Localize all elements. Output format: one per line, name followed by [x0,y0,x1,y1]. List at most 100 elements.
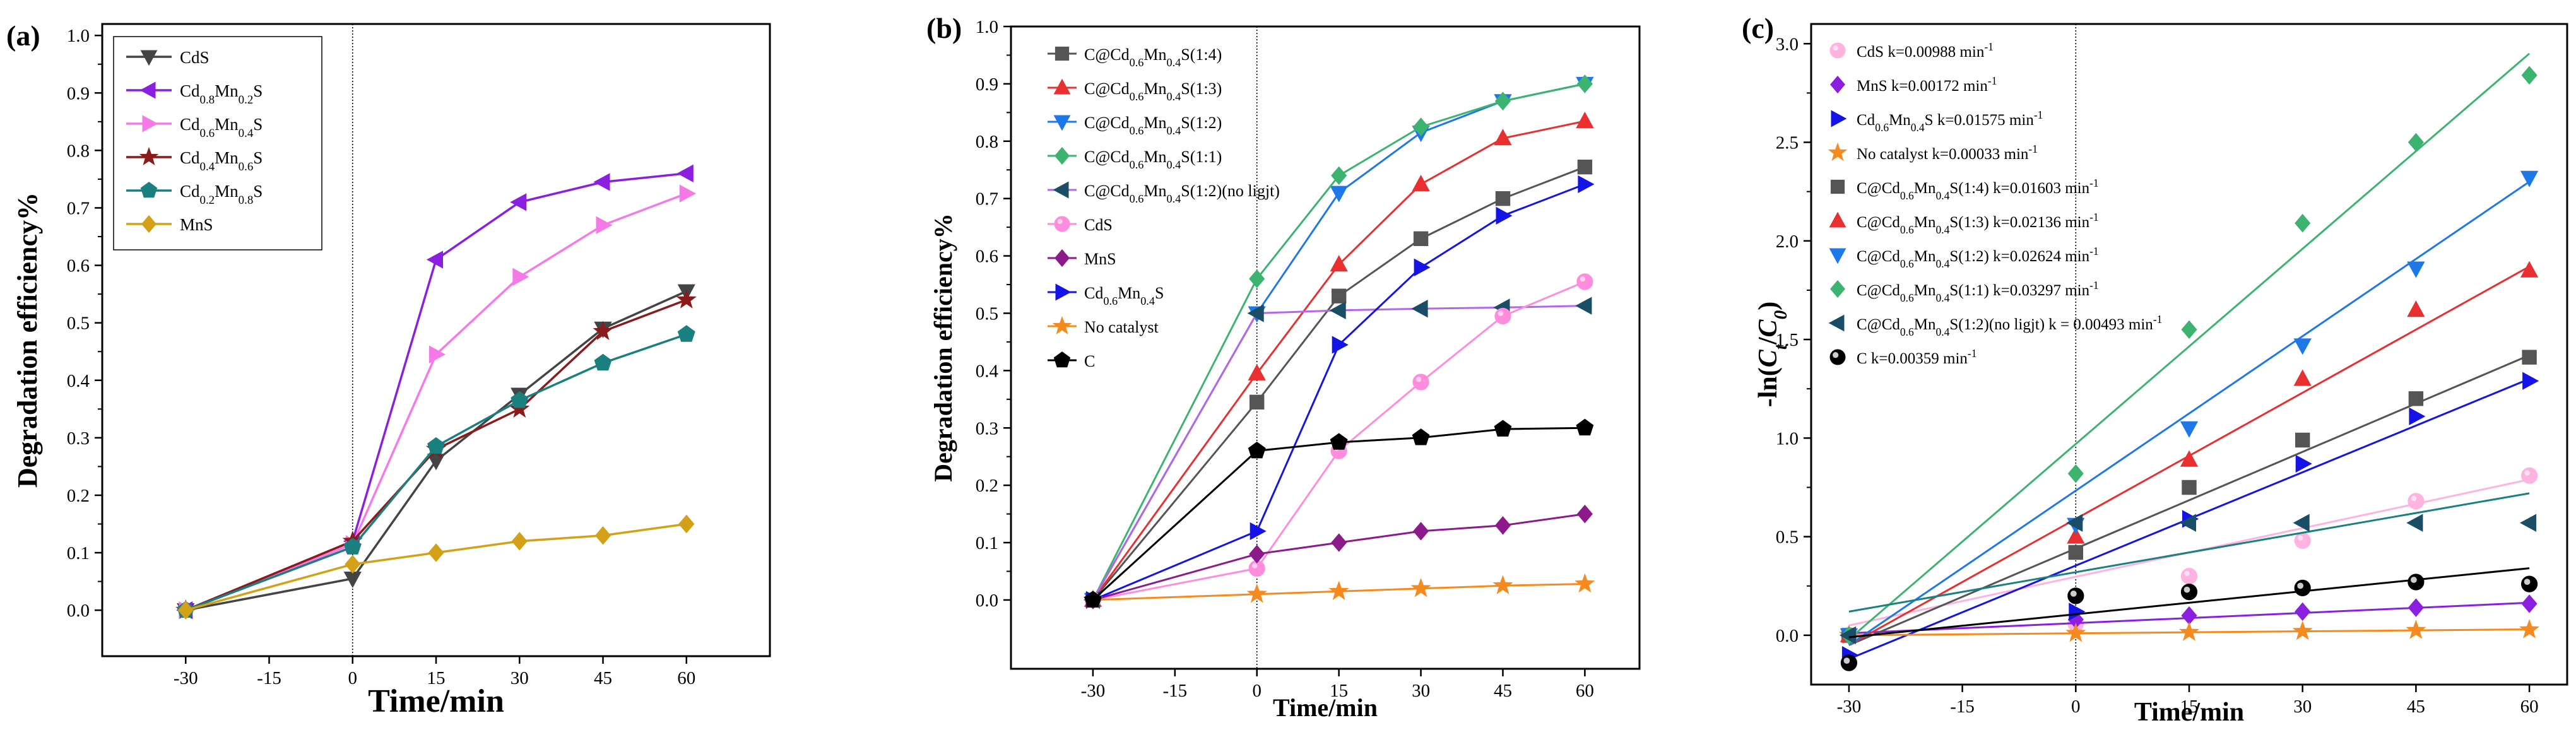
data-point [2181,320,2197,339]
data-point [1328,580,1349,601]
series-line [1092,120,1585,601]
legend-marker [1830,75,1845,94]
data-point [594,526,612,545]
fit-line [1848,52,2531,640]
y-tick-label: 0.9 [976,74,998,95]
y-tick-label: 0.0 [1776,626,1799,646]
series-C@Cd0.6Mn0.4S(1:4) k=0.01603 min-1 [1841,350,2537,646]
series-C@Cd0.6Mn0.4S(1:1) k=0.03297 min-1 [1841,52,2538,645]
y-tick-label: 0.3 [67,428,90,449]
x-tick-label: -30 [174,668,198,688]
legend-entry: C k=0.00359 min-1 [1829,347,1977,367]
y-tick-label: 0.5 [976,303,998,324]
x-axis-label: Time/min [1273,693,1378,722]
legend-label: C@Cd0.6Mn0.4S(1:2) [1084,114,1222,137]
legend-marker [139,81,156,99]
data-point-highlight [1498,310,1504,317]
x-tick-label: -30 [1837,697,1862,717]
data-point [677,325,695,342]
data-point [2067,587,2084,604]
panel-c-chart: (c) -30 -15 0 15 30 45 60 0.0 0.5 1.0 1.5 2.0 2.5 3.0 T… [1742,12,2568,727]
data-point [1084,591,1102,608]
legend-label: C@Cd0.6Mn0.4S(1:1) [1084,148,1222,171]
data-point [2069,603,2086,621]
y-tick-label: 0.4 [67,371,90,391]
series-C@Cd0.6Mn0.4S(1:3) [1084,111,1594,607]
legend-label: C@Cd0.6Mn0.4S(1:3) [1084,79,1222,103]
data-point [1575,573,1595,593]
data-point [511,391,529,408]
legend-label: MnS [1084,250,1116,268]
y-tick-label: 3.0 [1776,34,1799,54]
legend-label: Cd0.6Mn0.4S [1084,284,1164,307]
x-tick-label: 30 [511,668,529,688]
x-tick-label: 0 [2071,697,2081,717]
data-point [1330,185,1348,203]
series-line [1092,513,1585,601]
data-point [2409,407,2426,426]
data-point [2065,622,2086,642]
data-point [2295,432,2310,448]
x-tick-label: 15 [2180,697,2199,717]
data-point [510,193,527,211]
data-point-highlight [1580,276,1586,282]
y-axis-label: Degradation efficiency% [929,213,957,481]
data-point [1413,117,1429,136]
data-point [2180,421,2199,438]
data-point [1576,273,1593,290]
legend-label: C@Cd0.6Mn0.4S(1:3) k=0.02136 min-1 [1857,211,2099,236]
y-axis-label: -ln(Ct/C0) [1754,302,1791,408]
y-tick-label: 0.4 [976,361,999,381]
data-point [427,454,446,471]
data-point [1494,420,1512,437]
legend-entry: MnS [1048,249,1116,268]
data-point [2521,575,2538,592]
data-point-highlight [1252,563,1258,568]
series-line [1092,305,1585,601]
data-point [2294,579,2311,596]
legend-marker [1828,142,1848,161]
legend-label: C@Cd0.6Mn0.4S(1:4) [1084,45,1222,69]
legend-marker [1829,42,1846,59]
legend-marker [1829,349,1846,365]
data-point [2407,261,2425,278]
legend-entry: CdS k=0.00988 min-1 [1829,40,1994,61]
data-point [1495,191,1511,206]
series-C@Cd0.6Mn0.4S(1:2)(no ligjt) k = 0.00493 min-1 [1839,492,2537,645]
data-point [1250,394,1265,409]
data-point [2293,369,2312,386]
y-tick-label: 0.2 [67,486,90,506]
x-axis-label: Time/min [2134,698,2244,727]
data-point [1413,522,1429,541]
data-point [2068,545,2083,560]
legend-marker [1830,179,1845,194]
y-tick-label: 1.0 [67,26,90,46]
data-point [1331,166,1347,185]
y-tick-label: 0.8 [976,132,998,152]
data-point [2180,584,2198,601]
panel-label: (c) [1742,12,1774,44]
data-point [345,555,361,574]
legend-entry: C@Cd0.6Mn0.4S(1:4) [1048,45,1222,69]
legend-entry: MnS k=0.00172 min-1 [1830,74,1997,95]
x-tick-label: 45 [1494,681,1512,701]
legend-marker [1828,314,1845,332]
fit-line [1848,492,2530,613]
data-point [2521,594,2538,613]
legend-marker [142,115,158,132]
legend-label: Cd0.6Mn0.4S [180,115,263,140]
x-tick-label: -15 [257,668,281,688]
legend-label: MnS k=0.00172 min-1 [1857,74,1997,95]
data-point [2180,450,2199,467]
legend-entry: C@Cd0.6Mn0.4S(1:2)(no ligjt) [1048,181,1280,205]
data-point [2179,514,2196,532]
legend-entry: C@Cd0.6Mn0.4S(1:3) [1048,78,1222,103]
x-tick-label: 0 [348,668,358,688]
data-point [2520,261,2539,278]
legend-label: Cd0.8Mn0.2S [180,81,263,107]
legend-marker [140,50,158,66]
data-point [2067,464,2084,483]
data-point [2519,619,2540,639]
y-tick-label: 0.0 [67,601,90,621]
